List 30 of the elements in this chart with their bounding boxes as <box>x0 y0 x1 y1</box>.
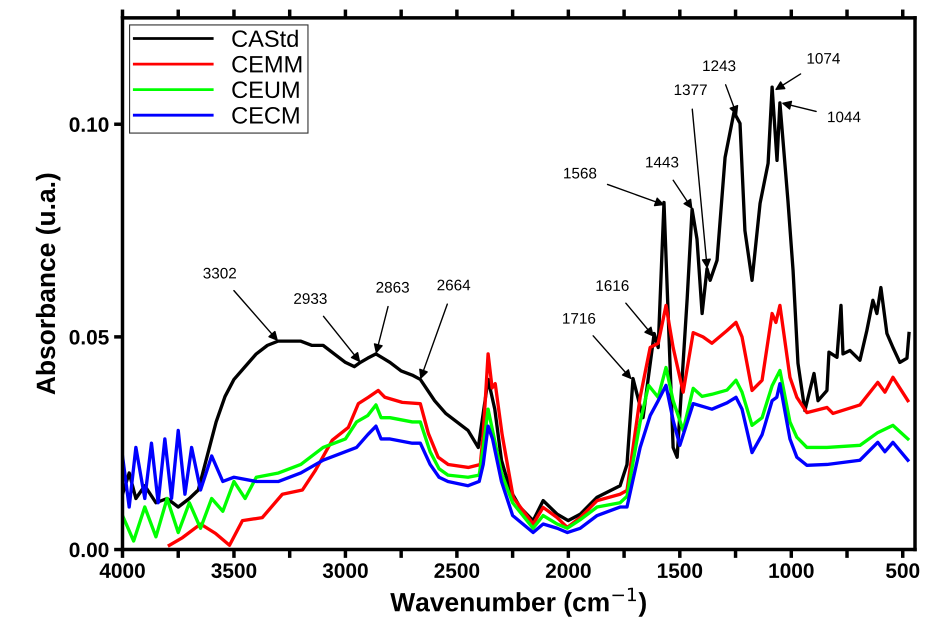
x-axis-title: Wavenumber (cm$^{−1}$) <box>390 588 646 617</box>
x-tick-label: 4000 <box>100 563 145 578</box>
annotation: 2664 <box>437 280 470 290</box>
x-tick-label: 2500 <box>434 563 480 578</box>
y-axis-title: Absorbance (u.a.) <box>36 174 60 394</box>
annotation: 1243 <box>703 60 736 72</box>
y-tick-label: 0.00 <box>70 542 108 558</box>
legend-label: CEUM <box>232 81 299 98</box>
x-tick-label: 500 <box>886 563 920 578</box>
x-tick-label: 1500 <box>658 563 702 578</box>
legend-label: CAStd <box>232 30 298 48</box>
x-tick-label: 2000 <box>546 563 591 578</box>
x-tick-label: 3000 <box>322 563 368 578</box>
annotation: 1568 <box>564 168 596 179</box>
y-tick-label: 0.10 <box>70 117 108 132</box>
annotation: 1044 <box>828 112 861 122</box>
x-tick-label: 1000 <box>769 563 814 578</box>
annotation: 3302 <box>203 268 236 279</box>
annotation: 1074 <box>808 52 840 64</box>
x-tick-label: 3500 <box>211 563 256 578</box>
legend-label: CECM <box>232 106 299 124</box>
annotation: 2863 <box>376 282 409 293</box>
annotation: 1616 <box>596 280 629 291</box>
line-series <box>168 304 910 547</box>
annotation: 1377 <box>674 84 707 96</box>
y-tick-label: 0.05 <box>70 330 109 345</box>
annotation: 1716 <box>563 312 596 324</box>
legend-label: CEMM <box>232 56 302 73</box>
annotation: 2933 <box>294 293 327 304</box>
annotation: 1443 <box>646 156 678 168</box>
